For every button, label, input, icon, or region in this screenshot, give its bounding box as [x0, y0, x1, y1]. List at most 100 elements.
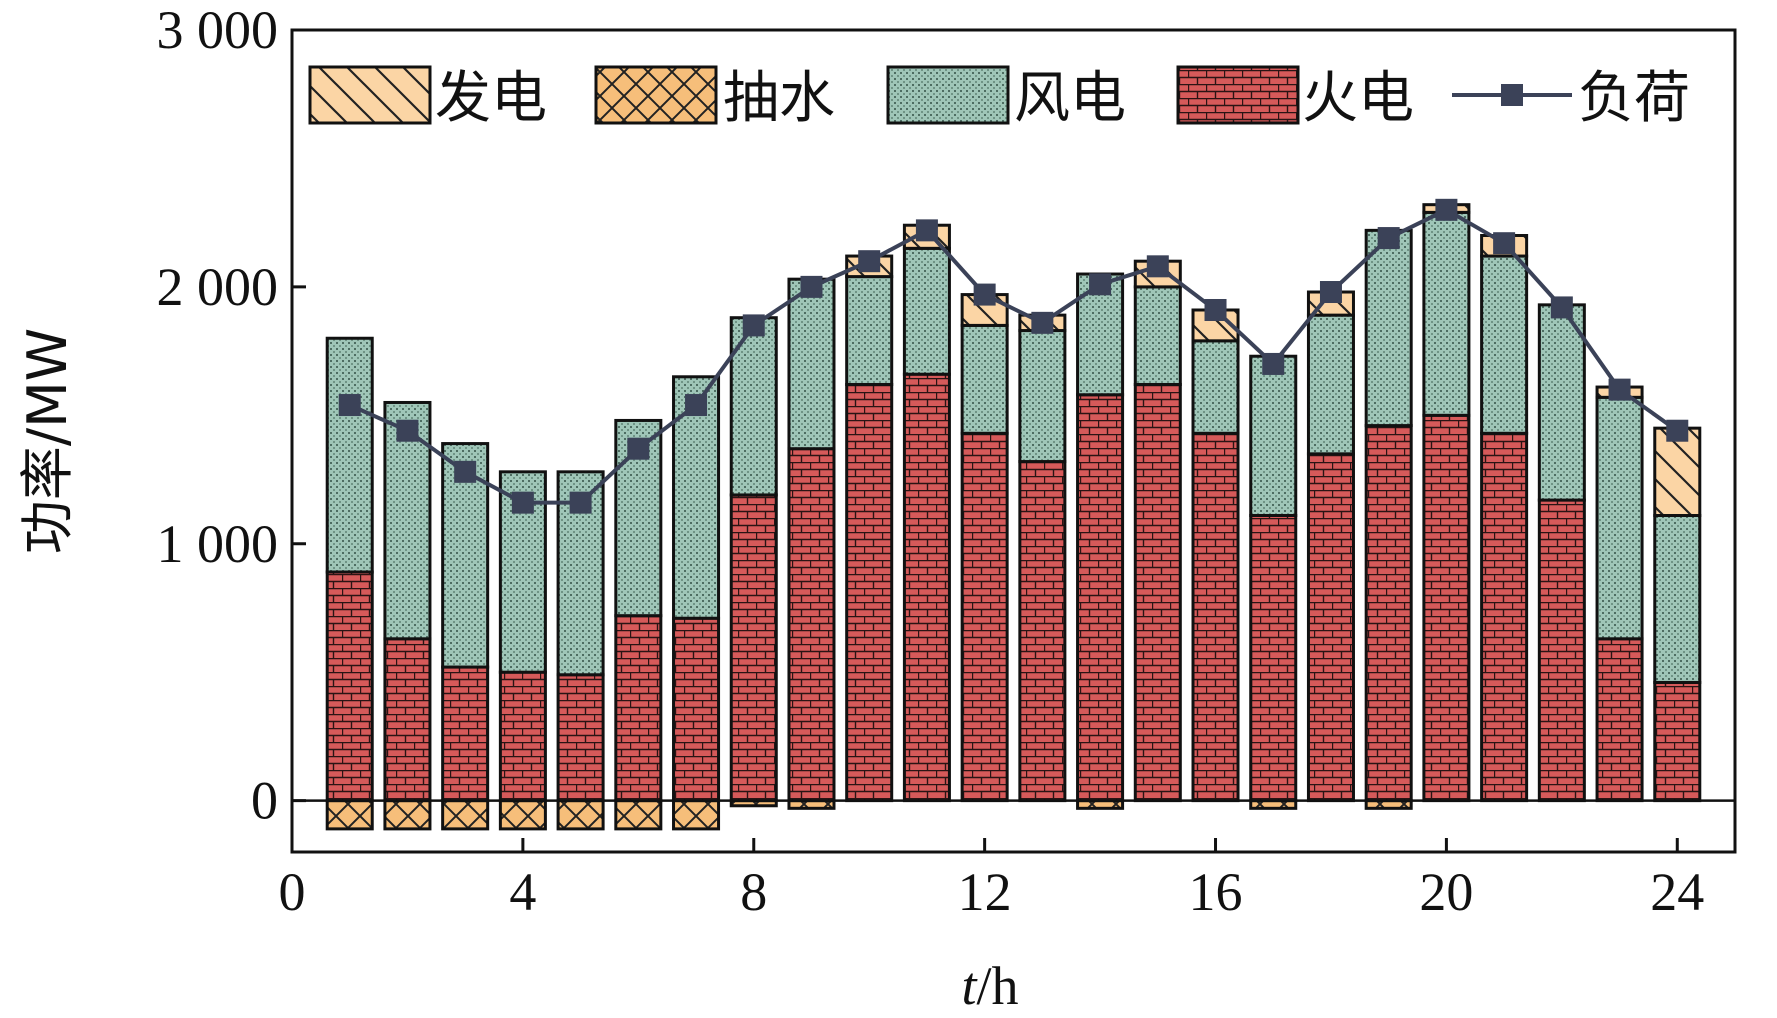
load-marker-12: [973, 283, 996, 306]
bar-pumping-3: [441, 799, 490, 831]
y-axis-title: 功率/MW: [16, 328, 79, 554]
bar-wind-9: [787, 277, 836, 451]
bar-thermal-23: [1595, 637, 1644, 803]
y-tick-label: 2 000: [157, 257, 279, 317]
bar-wind-13: [1018, 329, 1067, 464]
bar-pumping-5: [556, 799, 605, 831]
bar-thermal-7: [672, 616, 721, 803]
load-marker-6: [627, 437, 650, 460]
legend-swatch-thermal: [1176, 65, 1300, 125]
load-marker-11: [915, 219, 938, 242]
bars-layer: [325, 203, 1702, 831]
load-marker-20: [1435, 198, 1458, 221]
bar-thermal-12: [960, 431, 1009, 803]
load-marker-13: [1031, 311, 1054, 334]
load-marker-5: [569, 491, 592, 514]
legend-label-pumping: 抽水: [723, 66, 835, 131]
bar-thermal-19: [1364, 424, 1413, 803]
x-tick-label: 20: [1419, 862, 1473, 922]
bar-thermal-24: [1653, 680, 1702, 803]
load-marker-15: [1146, 255, 1169, 278]
y-tick-label: 3 000: [157, 0, 279, 60]
load-marker-18: [1319, 281, 1342, 304]
legend-swatch-wind: [886, 65, 1010, 125]
bar-wind-2: [383, 400, 432, 641]
legend: 发电 抽水 风电 火电 负荷: [308, 65, 1690, 131]
bar-wind-16: [1191, 339, 1240, 435]
bar-wind-12: [960, 323, 1009, 435]
bar-thermal-10: [845, 382, 894, 803]
bar-thermal-8: [729, 493, 778, 803]
legend-marker-load: [1501, 84, 1523, 106]
bar-wind-24: [1653, 513, 1702, 684]
bar-thermal-9: [787, 447, 836, 803]
bar-thermal-1: [325, 570, 374, 803]
bar-pumping-7: [672, 799, 721, 831]
x-tick-label: 12: [958, 862, 1012, 922]
bar-pumping-2: [383, 799, 432, 831]
bar-wind-17: [1249, 354, 1298, 517]
bar-pumping-1: [325, 799, 374, 831]
bar-wind-1: [325, 336, 374, 574]
load-marker-19: [1377, 227, 1400, 250]
bar-generation-24: [1653, 426, 1702, 517]
x-tick-label: 4: [509, 862, 536, 922]
bar-wind-20: [1422, 210, 1471, 417]
bar-thermal-20: [1422, 413, 1471, 803]
load-marker-8: [742, 314, 765, 337]
bar-thermal-18: [1306, 452, 1355, 803]
bar-wind-21: [1480, 254, 1529, 435]
bar-thermal-22: [1537, 498, 1586, 803]
bar-thermal-6: [614, 614, 663, 803]
bar-wind-18: [1306, 313, 1355, 456]
load-marker-3: [454, 460, 477, 483]
bar-thermal-3: [441, 665, 490, 803]
load-marker-21: [1493, 232, 1516, 255]
legend-label-generation: 发电: [435, 66, 547, 131]
bar-thermal-15: [1133, 382, 1182, 803]
bar-thermal-2: [383, 637, 432, 803]
bar-thermal-17: [1249, 513, 1298, 803]
legend-label-wind: 风电: [1014, 66, 1126, 131]
load-marker-10: [858, 250, 881, 273]
load-marker-1: [338, 394, 361, 417]
load-marker-23: [1608, 378, 1631, 401]
load-marker-7: [685, 394, 708, 417]
plot-frame: [290, 28, 1737, 854]
x-tick-label: 0: [279, 862, 306, 922]
bar-pumping-4: [498, 799, 547, 831]
load-marker-22: [1550, 296, 1573, 319]
legend-swatch-generation: [308, 65, 432, 125]
bar-thermal-11: [902, 372, 951, 803]
legend-swatch-pumping: [594, 65, 718, 125]
load-marker-9: [800, 275, 823, 298]
bar-wind-22: [1537, 303, 1586, 502]
x-axis-title: t/h: [961, 956, 1018, 1016]
bar-thermal-21: [1480, 431, 1529, 803]
axis-ticks: 0 4 8 12 16 20 24 0 1 000 2 000 3 000: [157, 0, 1705, 922]
bar-thermal-14: [1076, 393, 1125, 803]
y-tick-label: 0: [251, 771, 278, 831]
bar-thermal-16: [1191, 431, 1240, 803]
legend-label-thermal: 火电: [1302, 66, 1414, 131]
bar-wind-6: [614, 418, 663, 618]
legend-label-load: 负荷: [1578, 66, 1690, 131]
bar-wind-15: [1133, 285, 1182, 386]
load-marker-17: [1262, 352, 1285, 375]
bar-wind-10: [845, 275, 894, 386]
x-tick-label: 8: [740, 862, 767, 922]
bar-thermal-13: [1018, 460, 1067, 803]
x-tick-label: 16: [1189, 862, 1243, 922]
load-line-layer: [338, 198, 1689, 514]
load-marker-2: [396, 419, 419, 442]
bar-thermal-4: [498, 670, 547, 803]
bar-wind-23: [1595, 395, 1644, 641]
bar-pumping-6: [614, 799, 663, 831]
bar-thermal-5: [556, 673, 605, 803]
load-marker-4: [511, 491, 534, 514]
load-line: [348, 207, 1679, 505]
bar-wind-19: [1364, 228, 1413, 428]
load-marker-16: [1204, 298, 1227, 321]
y-tick-label: 1 000: [157, 514, 279, 574]
